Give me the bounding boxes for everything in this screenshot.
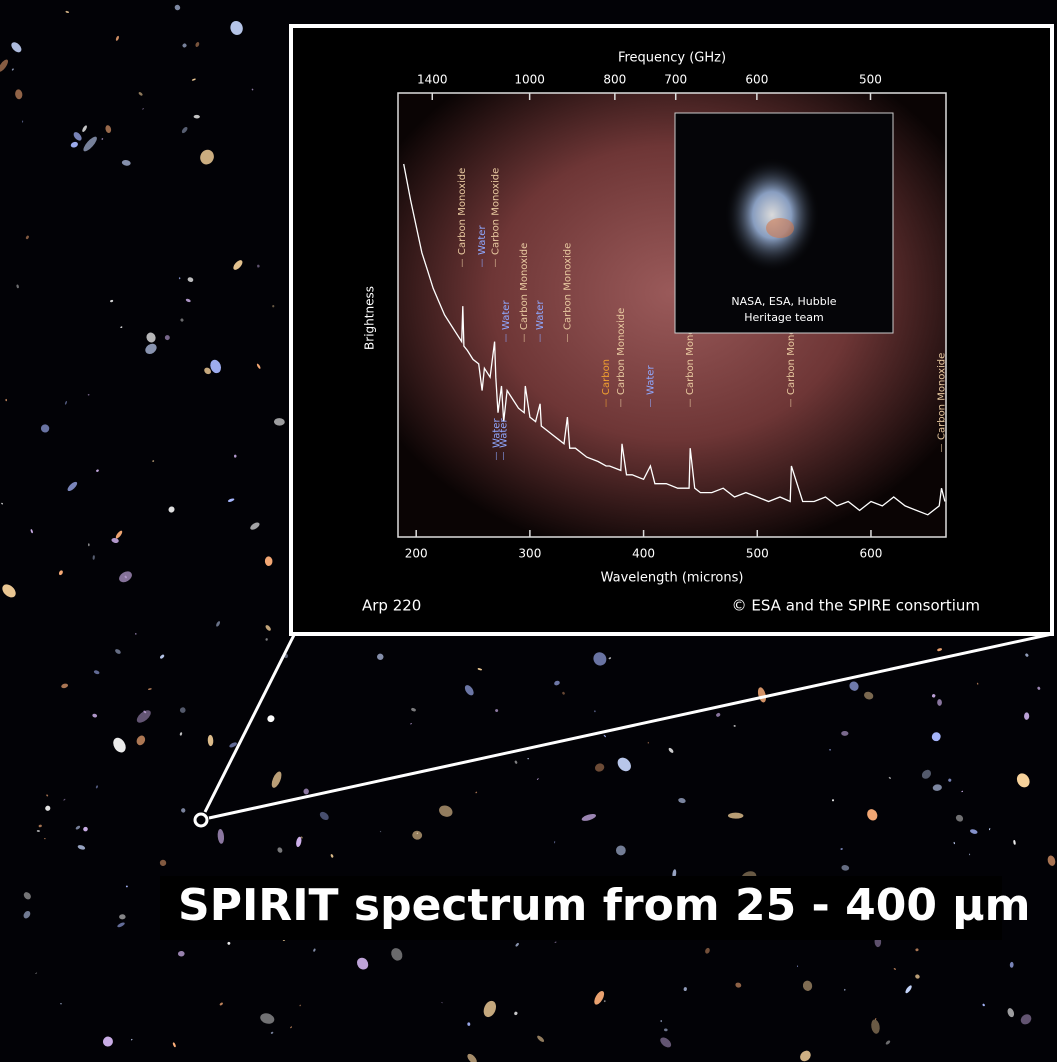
x2-tick-label: 800 — [603, 73, 626, 87]
galaxy-core — [766, 218, 794, 238]
annotation: Carbon Monoxide — [457, 168, 468, 255]
scene: 200 300 400 500 600 1400 1000 800 700 600 500 Carbo… — [0, 0, 1057, 1062]
annotation: Water — [498, 418, 509, 448]
annotation: Carbon Monoxide — [562, 243, 573, 330]
x-tick-label: 200 — [405, 547, 428, 561]
y-axis-label: Brightness — [363, 286, 377, 350]
galaxy — [616, 845, 626, 855]
x2-tick-label: 500 — [859, 73, 882, 87]
annotation: Water — [645, 365, 656, 395]
x-tick-label: 600 — [860, 547, 883, 561]
x2-tick-label: 700 — [664, 73, 687, 87]
x-tick-label: 500 — [746, 547, 769, 561]
galaxy-image — [724, 157, 820, 273]
annotation: Water — [501, 300, 512, 330]
x2-tick-label: 1000 — [514, 73, 545, 87]
x2-tick-label: 1400 — [417, 73, 448, 87]
annotation: Carbon — [601, 359, 612, 395]
object-label: Arp 220 — [362, 597, 421, 615]
x-tick-label: 300 — [518, 547, 541, 561]
caption: SPIRIT spectrum from 25 - 400 μm — [178, 880, 1030, 931]
galaxy — [841, 731, 848, 736]
annotation: Carbon Monoxide — [519, 243, 530, 330]
annotation: Water — [535, 300, 546, 330]
annotation: Carbon Monoxide — [490, 168, 501, 255]
galaxy — [119, 914, 125, 919]
photo-credit: NASA, ESA, Hubble — [731, 295, 836, 308]
x2-axis-label: Frequency (GHz) — [618, 51, 726, 66]
x-tick-label: 400 — [632, 547, 655, 561]
annotation: Water — [477, 225, 488, 255]
annotation: Carbon Monoxide — [616, 308, 627, 395]
photo-credit: Heritage team — [744, 311, 823, 324]
x2-tick-label: 600 — [745, 73, 768, 87]
x-axis-label: Wavelength (microns) — [601, 571, 744, 586]
credit: © ESA and the SPIRE consortium — [732, 597, 980, 615]
